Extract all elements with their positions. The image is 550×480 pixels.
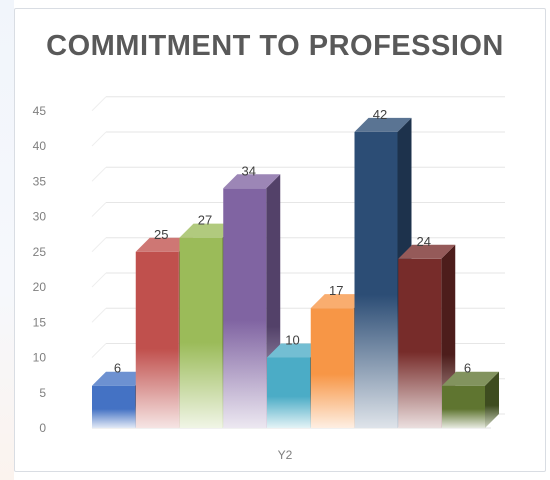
bar-front xyxy=(398,258,442,428)
data-label: 17 xyxy=(329,283,343,298)
bar-top xyxy=(267,343,324,358)
data-label: 42 xyxy=(373,107,387,122)
y-tick-label: 5 xyxy=(39,386,46,400)
x-axis-label: Y2 xyxy=(278,448,293,462)
data-labels: 6 25 27 34 10 17 42 24 6 xyxy=(114,107,471,376)
gridline-side xyxy=(91,272,107,288)
bar-side xyxy=(485,371,499,428)
bar-top xyxy=(92,371,149,386)
y-tick-label: 30 xyxy=(33,210,47,224)
data-label: 25 xyxy=(154,227,168,242)
y-tick-label: 45 xyxy=(33,104,47,118)
data-label: 6 xyxy=(464,361,471,376)
bar-top xyxy=(442,371,499,386)
y-tick-label: 20 xyxy=(33,280,47,294)
y-tick-label: 0 xyxy=(39,421,46,435)
bar-top xyxy=(310,294,368,309)
y-tick-label: 40 xyxy=(33,139,47,153)
data-label: 6 xyxy=(114,361,121,376)
gridline-side xyxy=(91,96,107,112)
bar-front xyxy=(179,237,223,428)
bar-top xyxy=(179,223,237,238)
data-label: 10 xyxy=(285,333,299,348)
bar-front xyxy=(92,385,135,428)
gridline-side xyxy=(91,307,107,323)
bar xyxy=(442,371,499,428)
bar-front xyxy=(354,131,398,428)
bar-front xyxy=(267,357,310,428)
gridline-side xyxy=(91,343,107,358)
bar-front xyxy=(223,188,267,428)
bar-top xyxy=(135,237,193,252)
bar-top xyxy=(354,117,412,132)
bars xyxy=(92,117,499,429)
data-label: 24 xyxy=(417,234,431,249)
y-axis: 0 5 10 15 20 25 30 35 40 45 xyxy=(33,104,47,435)
y-tick-label: 15 xyxy=(33,315,47,329)
bar-front xyxy=(442,385,485,428)
data-label: 34 xyxy=(242,163,256,178)
gridline-side xyxy=(91,131,107,147)
gridline-side xyxy=(91,237,107,253)
bar xyxy=(398,244,456,428)
gridline-side xyxy=(91,166,107,182)
y-tick-label: 10 xyxy=(33,351,47,365)
bar-top xyxy=(223,174,281,189)
gridline-side xyxy=(91,202,107,217)
y-tick-label: 25 xyxy=(33,245,47,259)
y-tick-label: 35 xyxy=(33,174,47,188)
bar-front xyxy=(135,251,179,428)
data-label: 27 xyxy=(198,213,212,228)
bar-front xyxy=(310,308,354,428)
background-tint xyxy=(0,0,14,480)
bar-top xyxy=(398,244,456,259)
chart-title: COMMITMENT TO PROFESSION xyxy=(46,30,504,62)
